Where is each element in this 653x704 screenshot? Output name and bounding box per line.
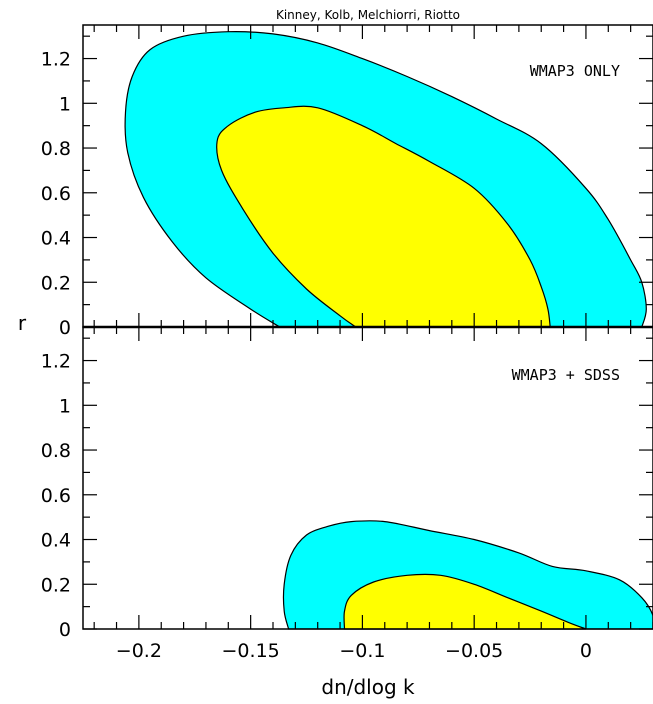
y-tick-label: 0.4 (41, 228, 71, 250)
chart-title: Kinney, Kolb, Melchiorri, Riotto (276, 8, 460, 22)
panel-top-contours (124, 31, 647, 328)
panel-bottom-label: WMAP3 + SDSS (512, 366, 620, 384)
y-tick-label: 0.2 (41, 574, 71, 596)
y-tick-label: 0 (59, 317, 71, 339)
y-axis-title: r (18, 311, 27, 335)
y-tick-label: 0.2 (41, 272, 71, 294)
panel-bottom-y-tick-labels: 0 0.2 0.4 0.6 0.8 1 1.2 (41, 351, 71, 641)
y-tick-label: 0.8 (41, 138, 71, 160)
panel-top-label: WMAP3 ONLY (530, 62, 620, 80)
y-tick-label: 0.8 (41, 440, 71, 462)
panel-top: 0 0.2 0.4 0.6 0.8 1 1.2 WMAP3 ONLY (41, 25, 653, 339)
y-tick-label: 0.6 (41, 183, 71, 205)
panel-bottom-contours (282, 520, 653, 630)
x-tick-label: −0.1 (339, 640, 385, 662)
panel-top-y-tick-labels: 0 0.2 0.4 0.6 0.8 1 1.2 (41, 49, 71, 339)
x-tick-label: −0.2 (116, 640, 162, 662)
x-tick-label: 0 (580, 640, 592, 662)
x-tick-label: −0.05 (445, 640, 503, 662)
y-tick-label: 1 (59, 93, 71, 115)
contour-inner-panel-1 (343, 573, 587, 630)
contour-inner-panel-0 (216, 105, 551, 328)
y-tick-label: 0 (59, 619, 71, 641)
panel-bottom: 0 0.2 0.4 0.6 0.8 1 1.2 WMAP3 + SDSS (41, 327, 653, 641)
y-tick-label: 0.6 (41, 485, 71, 507)
y-tick-label: 1.2 (41, 49, 71, 71)
y-tick-label: 1 (59, 395, 71, 417)
y-tick-label: 1.2 (41, 351, 71, 373)
x-tick-labels: −0.2 −0.15 −0.1 −0.05 0 (116, 640, 592, 662)
x-axis-title: dn/dlog k (321, 675, 415, 699)
y-tick-label: 0.4 (41, 530, 71, 552)
x-tick-label: −0.15 (222, 640, 280, 662)
